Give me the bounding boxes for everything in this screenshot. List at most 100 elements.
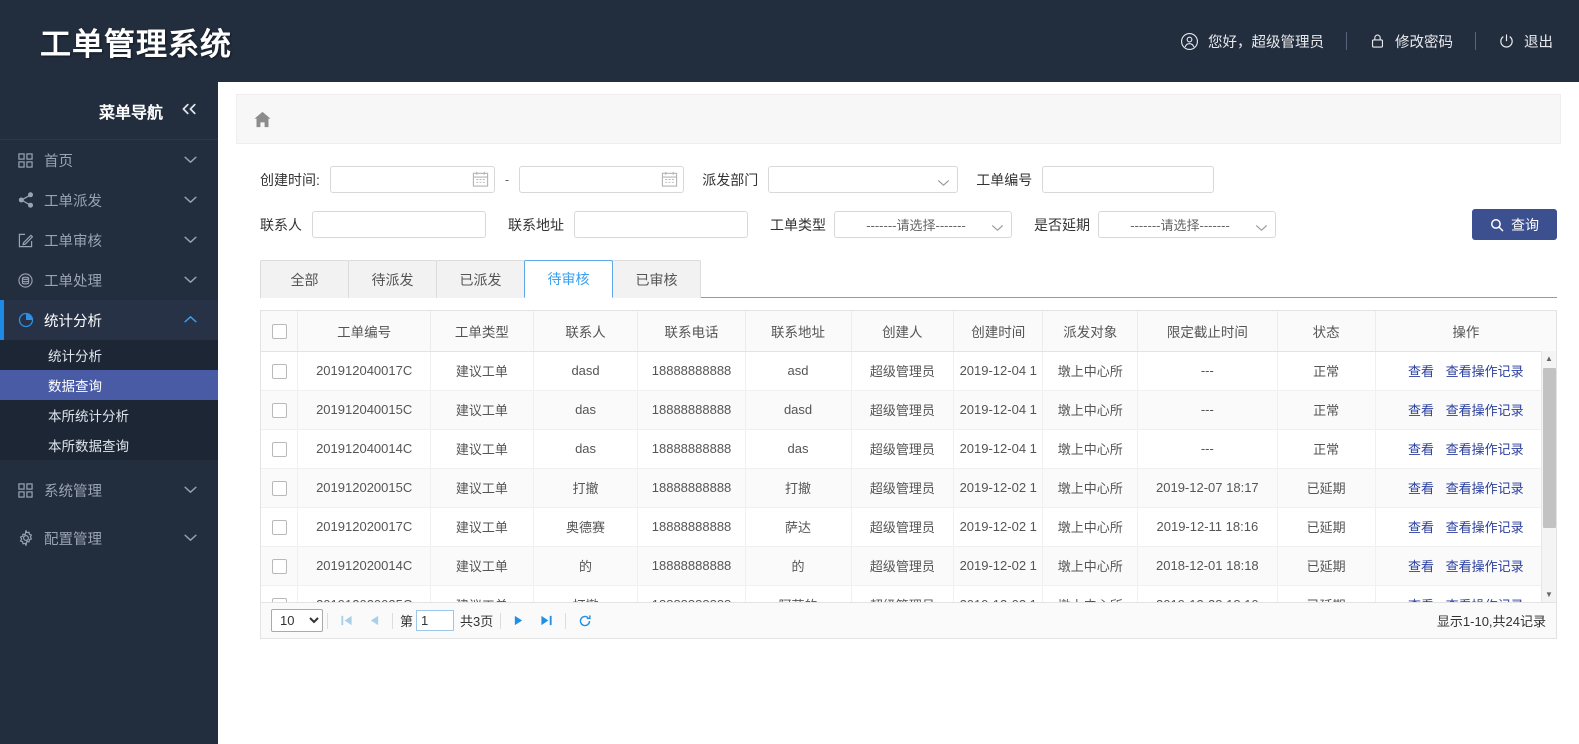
sidebar-item-review[interactable]: 工单审核 — [0, 220, 218, 260]
row-checkbox[interactable] — [271, 480, 287, 496]
order-type-select[interactable]: -------请选择------- — [834, 211, 1012, 238]
view-action[interactable]: 查看 — [1408, 442, 1435, 457]
header-actions: 您好，超级管理员 修改密码 退出 — [1180, 31, 1553, 52]
cell-deadline: --- — [1137, 351, 1278, 391]
sidebar-item-statistics[interactable]: 统计分析 — [0, 300, 218, 340]
status-tabs: 全部 待派发 已派发 待审核 已审核 — [260, 260, 1557, 298]
view-log-action[interactable]: 查看操作记录 — [1445, 403, 1524, 418]
view-action[interactable]: 查看 — [1408, 403, 1435, 418]
row-checkbox[interactable] — [271, 597, 287, 602]
row-checkbox[interactable] — [271, 519, 287, 535]
view-log-action[interactable]: 查看操作记录 — [1445, 481, 1524, 496]
row-checkbox[interactable] — [271, 363, 287, 379]
cell-phone: 18888888888 — [637, 546, 746, 586]
sidebar-subitem-statistics-analysis[interactable]: 统计分析 — [0, 340, 218, 370]
col-status[interactable]: 状态 — [1277, 311, 1376, 352]
cell-actions: 查看 查看操作记录 — [1375, 351, 1556, 391]
tab-dispatched[interactable]: 已派发 — [436, 260, 525, 298]
home-icon[interactable] — [253, 110, 272, 129]
view-log-action[interactable]: 查看操作记录 — [1446, 598, 1524, 602]
sidebar-item-system[interactable]: 系统管理 — [0, 470, 218, 510]
refresh-button[interactable] — [578, 614, 592, 628]
cell-contact: das — [533, 390, 639, 430]
col-creator[interactable]: 创建人 — [851, 311, 955, 352]
table-vertical-scrollbar[interactable]: ▲ ▼ — [1541, 351, 1556, 602]
table-row[interactable]: 201912020025C 建议工单 打撤 18888888888 阿萨的 超级… — [261, 585, 1556, 602]
status-badge: 已延期 — [1277, 546, 1376, 586]
contact-input[interactable] — [312, 211, 486, 238]
col-created[interactable]: 创建时间 — [953, 311, 1044, 352]
status-badge: 正常 — [1277, 390, 1376, 430]
create-time-start-input[interactable] — [329, 166, 495, 193]
gear-icon — [18, 530, 44, 546]
grid-icon — [18, 152, 44, 168]
table-row[interactable]: 201912020017C 建议工单 奥德赛 18888888888 萨达 超级… — [261, 507, 1556, 547]
status-badge: 已延期 — [1277, 468, 1376, 508]
col-contact[interactable]: 联系人 — [533, 311, 639, 352]
cell-actions: 查看 查看操作记录 — [1375, 429, 1556, 469]
search-button[interactable]: 查询 — [1472, 209, 1557, 240]
view-log-action[interactable]: 查看操作记录 — [1445, 364, 1524, 379]
sidebar-item-process[interactable]: 工单处理 — [0, 260, 218, 300]
cell-creator: 超级管理员 — [851, 351, 955, 391]
sidebar-item-label: 系统管理 — [44, 483, 102, 500]
create-time-end-input[interactable] — [519, 166, 685, 193]
view-action[interactable]: 查看 — [1408, 520, 1435, 535]
col-address[interactable]: 联系地址 — [745, 311, 852, 352]
col-order-type[interactable]: 工单类型 — [430, 311, 534, 352]
sidebar-subitem-data-query[interactable]: 数据查询 — [0, 370, 218, 400]
row-checkbox[interactable] — [271, 558, 287, 574]
order-no-input[interactable] — [1042, 166, 1215, 193]
row-checkbox[interactable] — [271, 441, 287, 457]
cell-created: 2019-12-04 1 — [953, 429, 1044, 469]
tab-pending-dispatch[interactable]: 待派发 — [348, 260, 437, 298]
sidebar-item-dispatch[interactable]: 工单派发 — [0, 180, 218, 220]
scrollbar-thumb[interactable] — [1543, 368, 1556, 528]
col-order-no[interactable]: 工单编号 — [297, 311, 432, 352]
view-log-action[interactable]: 查看操作记录 — [1445, 442, 1524, 457]
view-action[interactable]: 查看 — [1408, 598, 1434, 602]
sidebar-subitem-local-statistics[interactable]: 本所统计分析 — [0, 400, 218, 430]
sidebar-item-label: 工单派发 — [44, 193, 102, 210]
view-action[interactable]: 查看 — [1408, 559, 1435, 574]
tab-pending-review[interactable]: 待审核 — [524, 260, 613, 298]
table-row[interactable]: 201912040017C 建议工单 dasd 18888888888 asd … — [261, 351, 1556, 391]
cell-order-type: 建议工单 — [430, 351, 534, 391]
sidebar-item-home[interactable]: 首页 — [0, 140, 218, 180]
chevron-down-icon — [183, 192, 198, 208]
next-page-button[interactable] — [513, 614, 524, 627]
table-row[interactable]: 201912020015C 建议工单 打撤 18888888888 打撤 超级管… — [261, 468, 1556, 508]
prev-page-button[interactable] — [369, 614, 380, 627]
table-row[interactable]: 201912040014C 建议工单 das 18888888888 das 超… — [261, 429, 1556, 469]
view-log-action[interactable]: 查看操作记录 — [1445, 520, 1524, 535]
table-row[interactable]: 201912040015C 建议工单 das 18888888888 dasd … — [261, 390, 1556, 430]
dispatch-dept-select[interactable] — [768, 166, 959, 193]
row-checkbox[interactable] — [271, 402, 287, 418]
sidebar-subitem-local-data-query[interactable]: 本所数据查询 — [0, 430, 218, 460]
tab-reviewed[interactable]: 已审核 — [612, 260, 701, 298]
select-all-checkbox[interactable] — [271, 323, 287, 339]
data-table: 工单编号 工单类型 联系人 联系电话 联系地址 创建人 创建时间 派发对象 限定… — [261, 311, 1556, 602]
col-target[interactable]: 派发对象 — [1042, 311, 1139, 352]
tab-all[interactable]: 全部 — [260, 260, 349, 298]
user-greeting[interactable]: 您好，超级管理员 — [1180, 31, 1324, 52]
view-action[interactable]: 查看 — [1408, 364, 1435, 379]
sidebar-item-config[interactable]: 配置管理 — [0, 518, 218, 558]
logout-button[interactable]: 退出 — [1498, 31, 1553, 52]
first-page-button[interactable] — [340, 614, 353, 627]
view-action[interactable]: 查看 — [1408, 481, 1435, 496]
delayed-select[interactable]: -------请选择------- — [1098, 211, 1276, 238]
page-number-input[interactable] — [416, 610, 455, 631]
col-phone[interactable]: 联系电话 — [637, 311, 746, 352]
change-password-button[interactable]: 修改密码 — [1369, 31, 1453, 52]
col-deadline[interactable]: 限定截止时间 — [1137, 311, 1278, 352]
collapse-sidebar-icon[interactable] — [179, 101, 200, 121]
address-input[interactable] — [574, 211, 748, 238]
last-page-button[interactable] — [540, 614, 553, 627]
table-row[interactable]: 201912020014C 建议工单 的 18888888888 的 超级管理员… — [261, 546, 1556, 586]
view-log-action[interactable]: 查看操作记录 — [1445, 559, 1524, 574]
scroll-down-arrow-icon[interactable]: ▼ — [1545, 590, 1553, 599]
page-size-select[interactable]: 10 20 50 100 — [271, 609, 323, 632]
cell-address: asd — [745, 351, 852, 391]
scroll-up-arrow-icon[interactable]: ▲ — [1545, 354, 1553, 363]
